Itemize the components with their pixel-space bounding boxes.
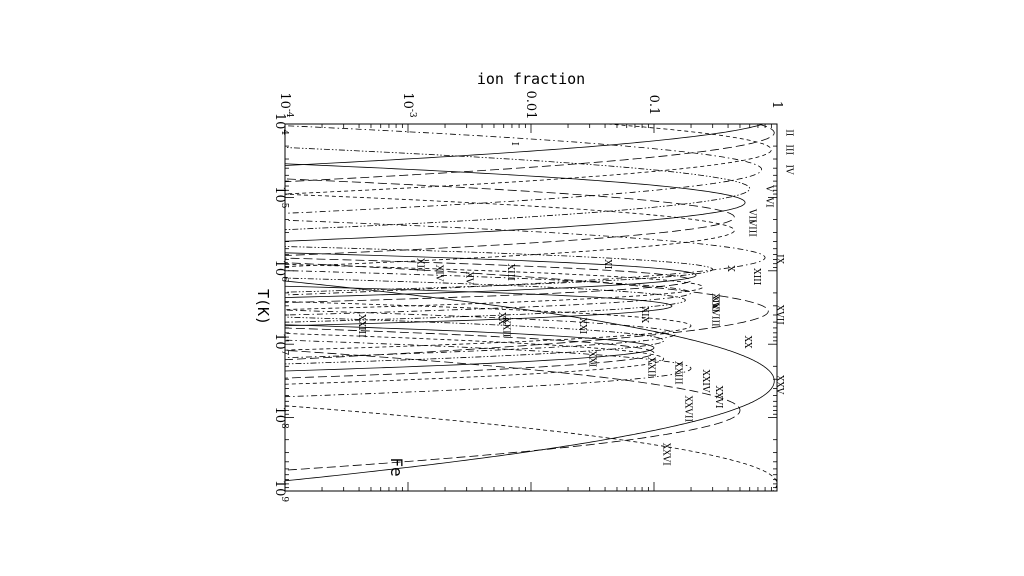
curve-xxvi	[285, 349, 741, 471]
ion-label-xix: XIX	[639, 307, 649, 324]
curve-iv	[285, 125, 763, 214]
y-tick-label-base: 10	[277, 92, 292, 109]
ion-curves	[285, 124, 777, 491]
x-tick-label: 109	[272, 480, 289, 503]
ion-label-xx: XX	[742, 336, 752, 349]
y-axis-title: ion fraction	[477, 70, 585, 88]
y-tick-labels: 10-410-3 0.01 0.1 1	[277, 91, 784, 120]
curve-xii	[285, 257, 692, 304]
ion-label-xxiii: XXIII	[356, 314, 366, 338]
curve-viii	[285, 193, 735, 267]
curve-ix	[285, 219, 766, 296]
y-tick-label-exponent: -4	[284, 109, 294, 118]
curve-xxvii	[285, 405, 777, 491]
y-tick-label: 0.01	[523, 91, 538, 120]
ion-label-xii: XII	[415, 258, 425, 272]
ion-label-xxvii: XXVII	[682, 396, 692, 423]
ion-label-xx: XX	[496, 312, 506, 325]
x-tick-label-exponent: 7	[279, 350, 289, 356]
x-tick-label-base: 10	[272, 480, 287, 497]
ion-label-vi: VI	[763, 196, 773, 207]
ion-label-xxvi: XXVI	[661, 443, 671, 466]
ion-label-xiv: XIV	[710, 293, 720, 310]
curve-xxii	[285, 327, 655, 379]
curve-xi	[285, 252, 697, 298]
ion-label-i: I	[509, 142, 519, 146]
ion-label-ix: IX	[774, 254, 784, 265]
y-tick-label: 10-3	[400, 92, 417, 118]
y-tick-label: 10-4	[277, 92, 294, 118]
x-tick-label-exponent: 4	[279, 129, 289, 135]
ion-label-xi: XI	[602, 259, 612, 269]
ion-label-vii: VII	[747, 208, 757, 223]
axis-labels: ion fraction T(K) Fe	[254, 70, 585, 477]
ion-label-ii: II	[784, 129, 794, 137]
x-tick-label: 105	[272, 186, 289, 209]
curve-xxiv	[285, 339, 692, 398]
y-tick-label: 0.1	[646, 95, 661, 116]
ion-label-x: X	[725, 265, 735, 272]
curve-xx	[285, 316, 665, 365]
element-label: Fe	[387, 457, 406, 476]
x-tick-label: 107	[272, 333, 289, 356]
ion-label-xvii: XVII	[774, 305, 784, 325]
curve-xvii	[285, 262, 769, 361]
curve-vi	[285, 163, 746, 242]
x-tick-label-base: 10	[272, 333, 287, 350]
curve-x	[285, 246, 714, 293]
curve-ii	[285, 124, 775, 183]
curve-iii	[285, 124, 772, 195]
ion-label-xxii: XXII	[645, 357, 655, 377]
ion-label-viii: VIII	[747, 219, 757, 238]
ion-label-xxvi: XXVI	[713, 386, 723, 409]
x-tick-label: 106	[272, 260, 289, 283]
x-tick-label-base: 10	[272, 406, 287, 423]
curve-xxiii	[285, 333, 665, 385]
ion-label-xviii: XVIII	[710, 303, 720, 327]
ion-label-xxii: XXII	[501, 317, 511, 337]
ion-label-v: V	[763, 184, 773, 192]
y-tick-label-exponent: -3	[407, 109, 417, 118]
curve-xvi	[285, 285, 673, 327]
y-tick-label-base: 10	[400, 92, 415, 109]
x-tick-label-exponent: 6	[279, 276, 289, 282]
ion-label-xxi: XXI	[587, 351, 597, 368]
ion-label-xxv: XXV	[774, 375, 784, 395]
x-tick-label-base: 10	[272, 260, 287, 277]
x-tick-label-exponent: 8	[279, 423, 289, 429]
ion-label-xiii: XIII	[505, 264, 515, 282]
curve-vii	[285, 178, 735, 256]
ion-label-xiv: XIV	[433, 265, 443, 282]
x-tick-label-base: 10	[272, 113, 287, 130]
x-tick-label: 108	[272, 406, 289, 429]
curve-xviii	[285, 301, 692, 351]
ion-label-xv: XV	[464, 272, 474, 285]
x-tick-label: 104	[272, 113, 289, 136]
y-tick-label: 1	[769, 101, 784, 109]
ion-label-iii: III	[784, 144, 794, 155]
ion-label-xxiv: XXIV	[700, 369, 710, 392]
curve-xxv	[285, 280, 775, 482]
ion-label-xxiii: XXIII	[673, 361, 683, 385]
curve-xxi	[285, 324, 655, 372]
x-tick-label-exponent: 5	[279, 203, 289, 209]
curve-xv	[285, 277, 686, 323]
x-tick-label-base: 10	[272, 186, 287, 203]
ion-label-xiii: XIII	[751, 268, 761, 286]
curve-v	[285, 147, 751, 231]
ion-label-xxi: XXI	[577, 318, 587, 335]
ion-labels: IIIIIIIVVVIVIIVIIIIXXXIXIIXIIIXIIIXIVXIV…	[356, 129, 794, 466]
curve-i	[285, 124, 764, 166]
axis-ticks	[284, 123, 777, 492]
plot-group: IIIIIIIVVVIVIIVIIIIXXXIXIIXIIIXIIIXIVXIV…	[284, 123, 794, 492]
x-axis-title: T(K)	[254, 289, 272, 325]
curve-xix	[285, 309, 677, 359]
ion-label-iv: IV	[784, 164, 794, 175]
x-tick-label-exponent: 9	[279, 496, 289, 502]
ion-label-xvi: XVI	[710, 296, 720, 313]
